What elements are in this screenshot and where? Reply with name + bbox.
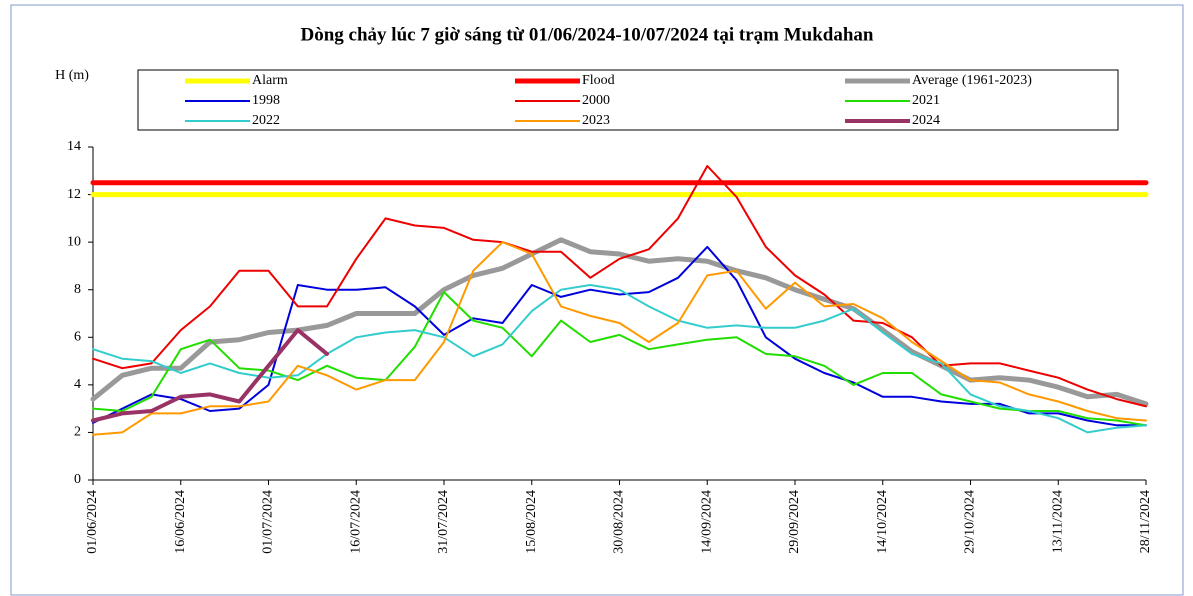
legend-label: 2023: [582, 113, 610, 128]
series-line: [92, 291, 1147, 427]
x-tick-label: 30/08/2024: [612, 490, 627, 554]
x-tick-label: 14/10/2024: [875, 490, 890, 554]
x-tick-label: 15/08/2024: [524, 490, 539, 554]
x-tick-label: 13/11/2024: [1050, 490, 1065, 553]
legend: [137, 69, 1119, 131]
legend-label: 1998: [252, 93, 280, 108]
y-tick-label: 10: [67, 234, 81, 249]
y-tick-label: 14: [67, 139, 81, 154]
x-tick-label: 01/06/2024: [85, 490, 100, 554]
series-line: [91, 328, 329, 423]
x-tick-label: 16/07/2024: [348, 490, 363, 554]
y-tick-label: 0: [74, 472, 81, 487]
legend-label: 2000: [582, 93, 610, 108]
series-line: [92, 284, 1147, 434]
y-tick-label: 8: [74, 282, 81, 297]
y-tick-label: 12: [67, 187, 81, 202]
chart-frame: [10, 4, 1184, 596]
y-tick-label: 4: [74, 377, 81, 392]
legend-label: 2022: [252, 113, 280, 128]
series-line: [92, 245, 1147, 427]
x-tick-label: 28/11/2024: [1138, 490, 1153, 553]
x-tick-label: 01/07/2024: [261, 490, 276, 554]
x-tick-label: 14/09/2024: [699, 490, 714, 554]
x-tick-label: 31/07/2024: [436, 490, 451, 554]
chart-title: Dòng chảy lúc 7 giờ sáng từ 01/06/2024-1…: [301, 24, 874, 45]
legend-label: 2024: [912, 113, 940, 128]
y-tick-label: 2: [74, 425, 81, 440]
series-line: [90, 237, 1149, 407]
x-tick-label: 16/06/2024: [173, 490, 188, 554]
legend-label: Flood: [582, 73, 615, 88]
series-line: [92, 241, 1147, 436]
legend-label: Alarm: [252, 73, 288, 88]
series-line: [92, 165, 1147, 408]
x-tick-label: 29/09/2024: [787, 490, 802, 554]
legend-label: 2021: [912, 93, 940, 108]
x-tick-label: 29/10/2024: [963, 490, 978, 554]
legend-label: Average (1961-2023): [912, 73, 1032, 88]
y-tick-label: 6: [74, 330, 81, 345]
y-axis-label: H (m): [55, 68, 89, 83]
